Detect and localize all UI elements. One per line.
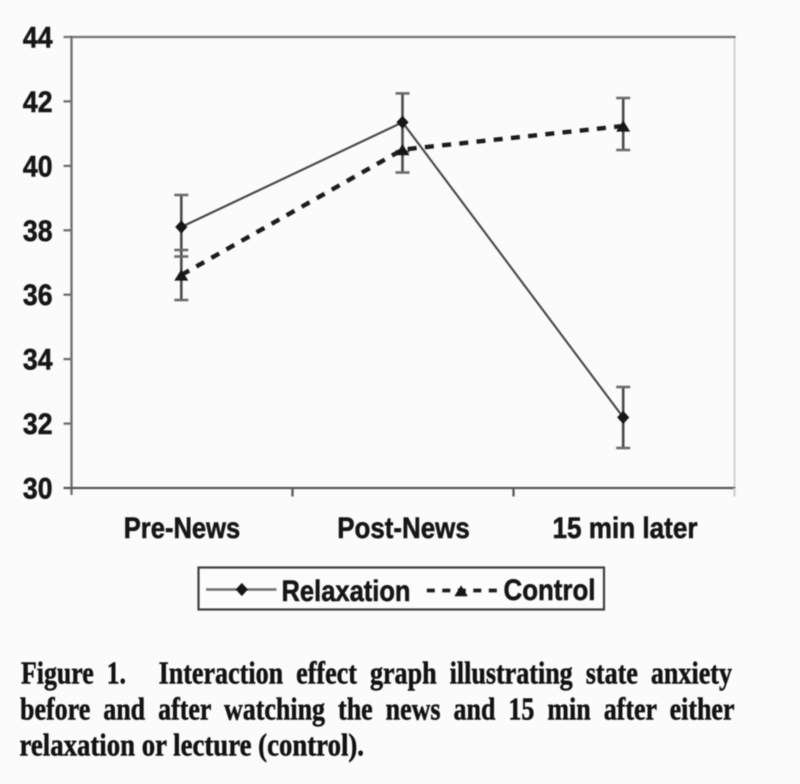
svg-text:32: 32 [23, 408, 53, 441]
svg-text:Figure 1.: Figure 1. [21, 655, 126, 691]
svg-text:Interaction effect graph illus: Interaction effect graph illustrating st… [159, 655, 732, 691]
svg-text:Control: Control [504, 574, 596, 607]
svg-text:Relaxation: Relaxation [282, 575, 411, 608]
svg-text:34: 34 [23, 344, 53, 377]
svg-text:44: 44 [23, 22, 53, 55]
svg-text:15 min later: 15 min later [553, 512, 698, 545]
svg-text:42: 42 [23, 86, 53, 119]
svg-text:36: 36 [23, 279, 53, 312]
svg-text:Pre-News: Pre-News [124, 512, 241, 545]
svg-text:before and after watching the: before and after watching the news and 1… [20, 691, 735, 727]
svg-text:Post-News: Post-News [337, 512, 470, 545]
svg-text:40: 40 [23, 150, 53, 183]
svg-text:relaxation or lecture (control: relaxation or lecture (control). [20, 727, 365, 763]
svg-text:30: 30 [23, 473, 53, 506]
svg-text:38: 38 [23, 215, 53, 248]
